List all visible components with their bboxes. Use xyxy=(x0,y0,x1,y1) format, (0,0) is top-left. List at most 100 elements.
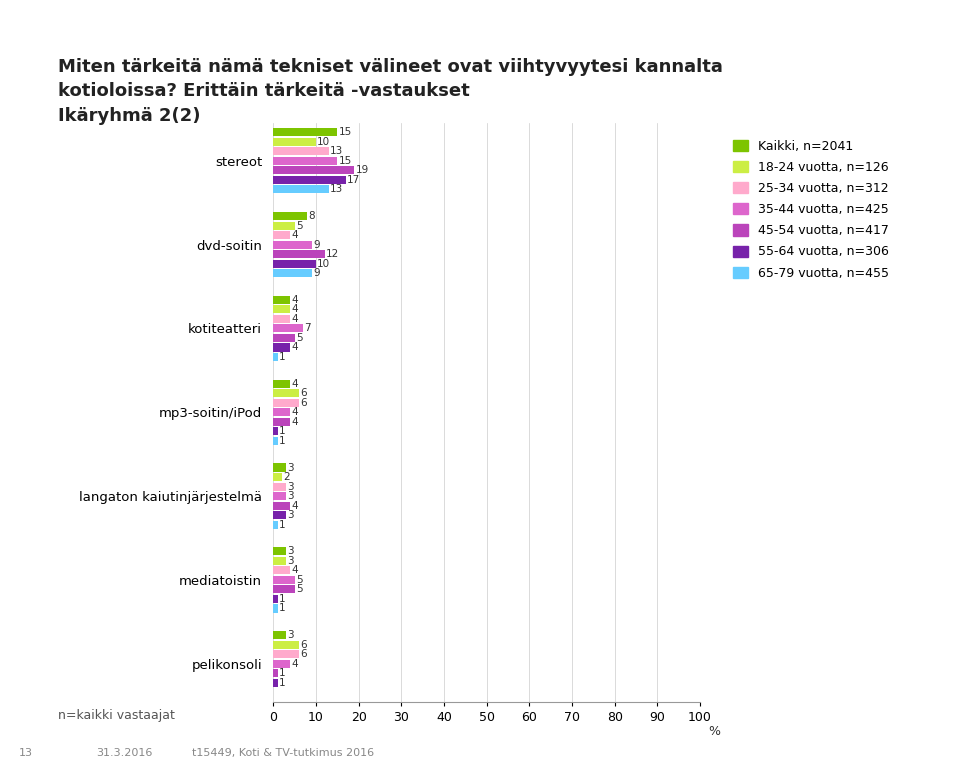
Text: 13: 13 xyxy=(330,146,343,156)
Text: 6: 6 xyxy=(300,640,307,650)
Text: 1: 1 xyxy=(279,594,286,604)
Bar xyxy=(273,427,277,436)
Text: 6: 6 xyxy=(300,388,307,398)
Text: 15: 15 xyxy=(339,156,352,166)
Text: 2: 2 xyxy=(283,472,290,482)
Text: 5: 5 xyxy=(296,333,302,343)
Text: 1: 1 xyxy=(279,678,286,688)
Bar xyxy=(273,408,291,416)
Bar xyxy=(273,557,286,565)
Text: Ikäryhmä 2(2): Ikäryhmä 2(2) xyxy=(58,107,200,124)
Text: 1: 1 xyxy=(279,604,286,614)
Text: 13: 13 xyxy=(330,184,343,194)
Bar xyxy=(273,604,277,613)
Text: 5: 5 xyxy=(296,221,302,231)
Bar xyxy=(273,324,303,333)
Text: 9: 9 xyxy=(313,268,319,278)
Bar xyxy=(273,492,286,500)
Text: 10: 10 xyxy=(317,258,331,268)
Bar xyxy=(273,566,291,574)
Bar xyxy=(273,344,291,351)
Text: 3: 3 xyxy=(288,630,294,640)
Text: 13: 13 xyxy=(19,748,34,758)
Text: 1: 1 xyxy=(279,436,286,446)
Text: 6: 6 xyxy=(300,398,307,408)
Text: 5: 5 xyxy=(296,584,302,594)
Bar xyxy=(273,585,294,594)
Text: 15: 15 xyxy=(339,127,352,137)
Bar xyxy=(273,222,294,229)
Bar xyxy=(273,212,308,220)
Bar xyxy=(273,305,291,314)
Text: 5: 5 xyxy=(296,575,302,585)
Text: 6: 6 xyxy=(300,649,307,659)
Bar xyxy=(273,156,338,165)
Text: 4: 4 xyxy=(292,407,298,417)
Text: 10: 10 xyxy=(317,137,331,146)
Text: 3: 3 xyxy=(288,482,294,492)
Text: Miten tärkeitä nämä tekniset välineet ovat viihtyvyytesi kannalta: Miten tärkeitä nämä tekniset välineet ov… xyxy=(58,58,722,75)
Bar xyxy=(273,315,291,323)
Bar xyxy=(273,631,286,639)
Text: 19: 19 xyxy=(356,166,369,176)
Bar xyxy=(273,353,277,361)
Text: 1: 1 xyxy=(279,668,286,678)
Bar xyxy=(273,296,291,304)
Bar xyxy=(273,269,312,277)
Bar xyxy=(273,166,355,174)
Bar xyxy=(273,399,299,407)
Text: 4: 4 xyxy=(292,295,298,304)
Bar xyxy=(273,548,286,555)
Bar xyxy=(273,241,312,249)
Text: 3: 3 xyxy=(288,463,294,472)
Text: kotioloissa? Erittäin tärkeitä -vastaukset: kotioloissa? Erittäin tärkeitä -vastauks… xyxy=(58,82,469,100)
Bar xyxy=(273,502,291,509)
Text: 4: 4 xyxy=(292,416,298,426)
Legend: Kaikki, n=2041, 18-24 vuotta, n=126, 25-34 vuotta, n=312, 35-44 vuotta, n=425, 4: Kaikki, n=2041, 18-24 vuotta, n=126, 25-… xyxy=(728,135,894,285)
Text: 4: 4 xyxy=(292,501,298,511)
Text: 4: 4 xyxy=(292,230,298,240)
Text: 7: 7 xyxy=(304,324,311,334)
Text: 1: 1 xyxy=(279,520,286,530)
Text: 3: 3 xyxy=(288,491,294,501)
Text: 4: 4 xyxy=(292,304,298,314)
Bar xyxy=(273,250,324,258)
Bar xyxy=(273,380,291,388)
Text: 1: 1 xyxy=(279,352,286,362)
Bar xyxy=(273,334,294,342)
Bar xyxy=(273,482,286,491)
Text: 3: 3 xyxy=(288,510,294,520)
Text: taloustutkimus oy: taloustutkimus oy xyxy=(24,18,237,38)
Bar xyxy=(273,418,291,426)
Bar xyxy=(273,473,282,481)
Bar xyxy=(273,186,329,193)
Text: 4: 4 xyxy=(292,314,298,324)
Text: 3: 3 xyxy=(288,556,294,566)
Text: 4: 4 xyxy=(292,565,298,575)
Bar xyxy=(273,679,277,686)
Bar xyxy=(273,231,291,239)
Text: %: % xyxy=(709,725,720,738)
Bar xyxy=(273,576,294,584)
Text: 31.3.2016: 31.3.2016 xyxy=(96,748,152,758)
Bar xyxy=(273,389,299,397)
Bar xyxy=(273,650,299,658)
Bar xyxy=(273,128,338,137)
Text: 4: 4 xyxy=(292,379,298,389)
Bar xyxy=(273,138,316,146)
Bar xyxy=(273,660,291,668)
Bar xyxy=(273,436,277,445)
Text: 9: 9 xyxy=(313,239,319,249)
Text: 17: 17 xyxy=(347,175,361,185)
Text: 12: 12 xyxy=(326,249,339,259)
Bar xyxy=(273,595,277,603)
Bar xyxy=(273,260,316,268)
Bar xyxy=(273,669,277,677)
Text: n=kaikki vastaajat: n=kaikki vastaajat xyxy=(58,709,175,723)
Bar xyxy=(273,463,286,472)
Bar xyxy=(273,521,277,528)
Text: 4: 4 xyxy=(292,343,298,353)
Text: t15449, Koti & TV-tutkimus 2016: t15449, Koti & TV-tutkimus 2016 xyxy=(192,748,374,758)
Bar xyxy=(273,176,346,184)
Bar xyxy=(273,147,329,156)
